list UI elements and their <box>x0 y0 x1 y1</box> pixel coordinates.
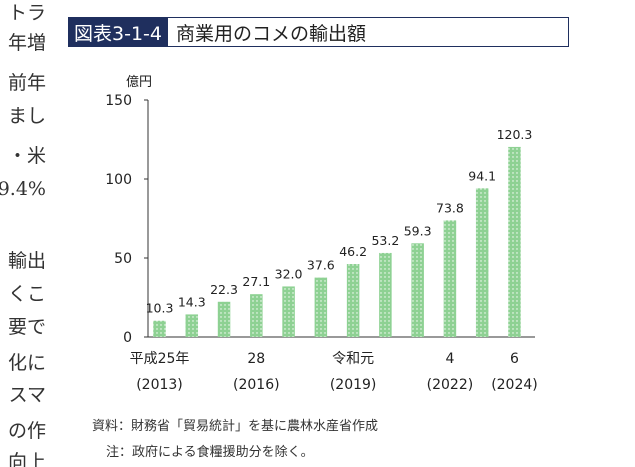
bar-2020 <box>379 252 392 337</box>
value-label-2017: 32.0 <box>275 266 303 281</box>
x-tick-era-label: 4 <box>445 351 454 367</box>
bar-2019 <box>346 264 360 337</box>
body-text-fragment: トラ年増前年まし・米 9.4% 輸出くこ要で化にスマの作向上 <box>0 0 50 467</box>
value-label-2015: 22.3 <box>210 282 238 297</box>
source-note: 資料：財務省「貿易統計」を基に農林水産省作成 <box>92 419 379 434</box>
y-tick-label: 150 <box>105 93 132 109</box>
body-text-line: トラ <box>7 2 46 24</box>
bar-2016 <box>250 294 263 337</box>
value-label-2022: 73.8 <box>436 200 464 215</box>
bar-2024 <box>508 146 521 337</box>
y-tick-label: 50 <box>114 251 132 267</box>
x-tick-year-label: (2019) <box>330 377 377 393</box>
value-label-2016: 27.1 <box>242 274 270 289</box>
figure-title: 商業用のコメの輸出額 <box>175 22 366 45</box>
body-text-line: スマ <box>8 384 46 406</box>
x-tick-year-label: (2024) <box>491 377 538 393</box>
y-unit-label: 億円 <box>126 74 152 90</box>
body-text-line: 向上 <box>7 451 46 467</box>
body-text-line: 年増 <box>7 32 46 54</box>
bar-2018 <box>314 277 328 337</box>
value-label-2013: 10.3 <box>146 301 174 316</box>
bar-2015 <box>217 301 231 337</box>
y-tick-label: 0 <box>123 330 132 346</box>
bar-2014 <box>185 314 199 337</box>
body-text-line: 輸出 <box>7 250 46 272</box>
body-text-line: の作 <box>7 420 46 442</box>
value-label-2018: 37.6 <box>307 258 335 273</box>
x-tick-year-label: (2016) <box>233 377 280 393</box>
exclusion-note: 注：政府による食糧援助分を除く。 <box>106 445 314 460</box>
bar-2017 <box>282 286 295 337</box>
figure-title-box: 図表3-1-4 商業用のコメの輸出額 <box>68 17 569 47</box>
body-text-line: 前年 <box>7 72 46 94</box>
x-tick-era-label: 平成25年 <box>130 351 190 367</box>
x-tick-era-label: 28 <box>247 351 265 367</box>
x-tick-year-label: (2013) <box>136 377 183 393</box>
body-text-line: 9.4% <box>0 178 46 200</box>
value-label-2020: 53.2 <box>371 233 399 248</box>
bar-2013 <box>153 320 166 337</box>
bar-2021 <box>411 243 424 337</box>
value-label-2019: 46.2 <box>339 244 367 259</box>
x-tick-era-label: 令和元 <box>332 351 374 367</box>
y-tick-label: 100 <box>105 172 132 188</box>
body-text-line: 化に <box>7 352 46 374</box>
body-text-line: まし <box>7 105 46 127</box>
bar-2023 <box>475 188 489 337</box>
body-text-line: ・米 <box>7 145 46 167</box>
value-label-2023: 94.1 <box>468 168 496 183</box>
x-tick-era-label: 6 <box>510 351 519 367</box>
body-text-line: くこ <box>7 283 46 305</box>
body-text-line: 要で <box>7 316 46 338</box>
value-label-2021: 59.3 <box>404 223 432 238</box>
figure-number: 図表3-1-4 <box>69 18 168 46</box>
x-tick-year-label: (2022) <box>427 377 474 393</box>
bar-2022 <box>443 220 457 337</box>
value-label-2014: 14.3 <box>178 294 206 309</box>
value-label-2024: 120.3 <box>497 127 533 142</box>
